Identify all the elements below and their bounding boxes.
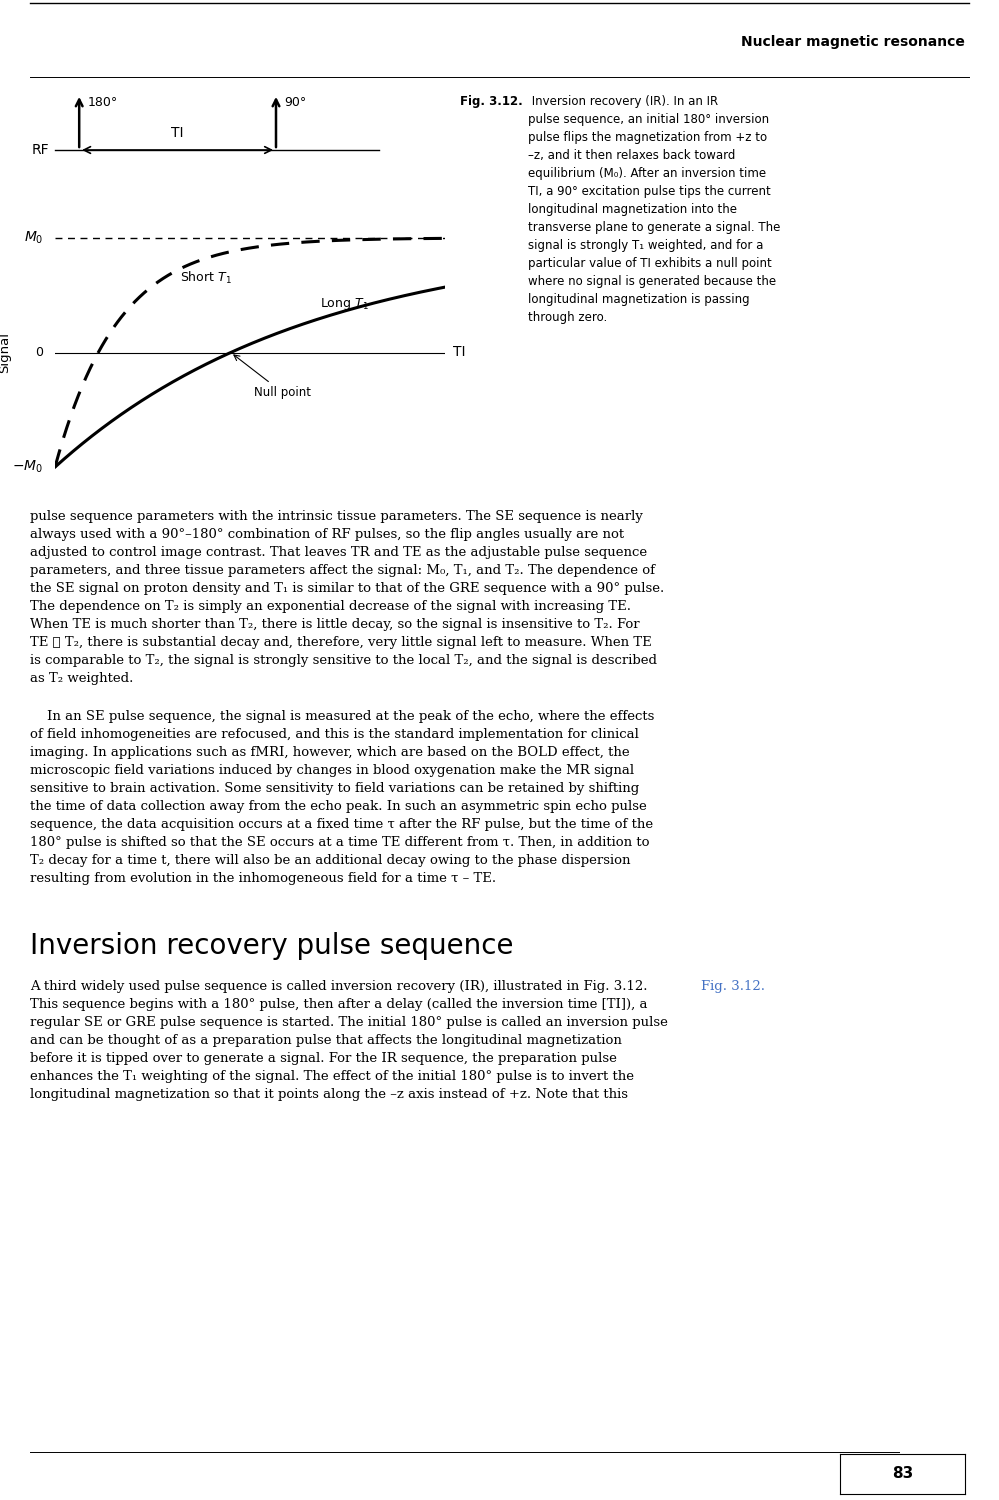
Text: Null point: Null point	[234, 356, 311, 399]
Text: 180°: 180°	[87, 96, 118, 109]
Text: Fig. 3.12.: Fig. 3.12.	[701, 980, 765, 993]
Text: A third widely used pulse sequence is called inversion recovery (IR), illustrate: A third widely used pulse sequence is ca…	[30, 980, 668, 1101]
Text: Nuclear magnetic resonance: Nuclear magnetic resonance	[741, 34, 965, 50]
Text: $M_0$: $M_0$	[24, 230, 43, 246]
Text: $-M_0$: $-M_0$	[12, 459, 43, 476]
Text: 83: 83	[892, 1467, 913, 1482]
Text: In an SE pulse sequence, the signal is measured at the peak of the echo, where t: In an SE pulse sequence, the signal is m…	[30, 710, 654, 885]
Text: 90°: 90°	[284, 96, 307, 109]
Text: pulse sequence parameters with the intrinsic tissue parameters. The SE sequence : pulse sequence parameters with the intri…	[30, 510, 664, 686]
Text: Signal: Signal	[0, 332, 11, 374]
Text: Inversion recovery (IR). In an IR
pulse sequence, an initial 180° inversion
puls: Inversion recovery (IR). In an IR pulse …	[528, 94, 780, 324]
Text: Fig. 3.12.: Fig. 3.12.	[460, 94, 522, 108]
Text: Short $T_1$: Short $T_1$	[180, 270, 232, 286]
Text: TI: TI	[453, 345, 466, 360]
Text: TI: TI	[172, 126, 184, 140]
Text: RF: RF	[32, 142, 50, 158]
Text: 0: 0	[35, 346, 43, 358]
Text: Inversion recovery pulse sequence: Inversion recovery pulse sequence	[30, 932, 513, 960]
Text: Long $T_1$: Long $T_1$	[321, 297, 369, 312]
